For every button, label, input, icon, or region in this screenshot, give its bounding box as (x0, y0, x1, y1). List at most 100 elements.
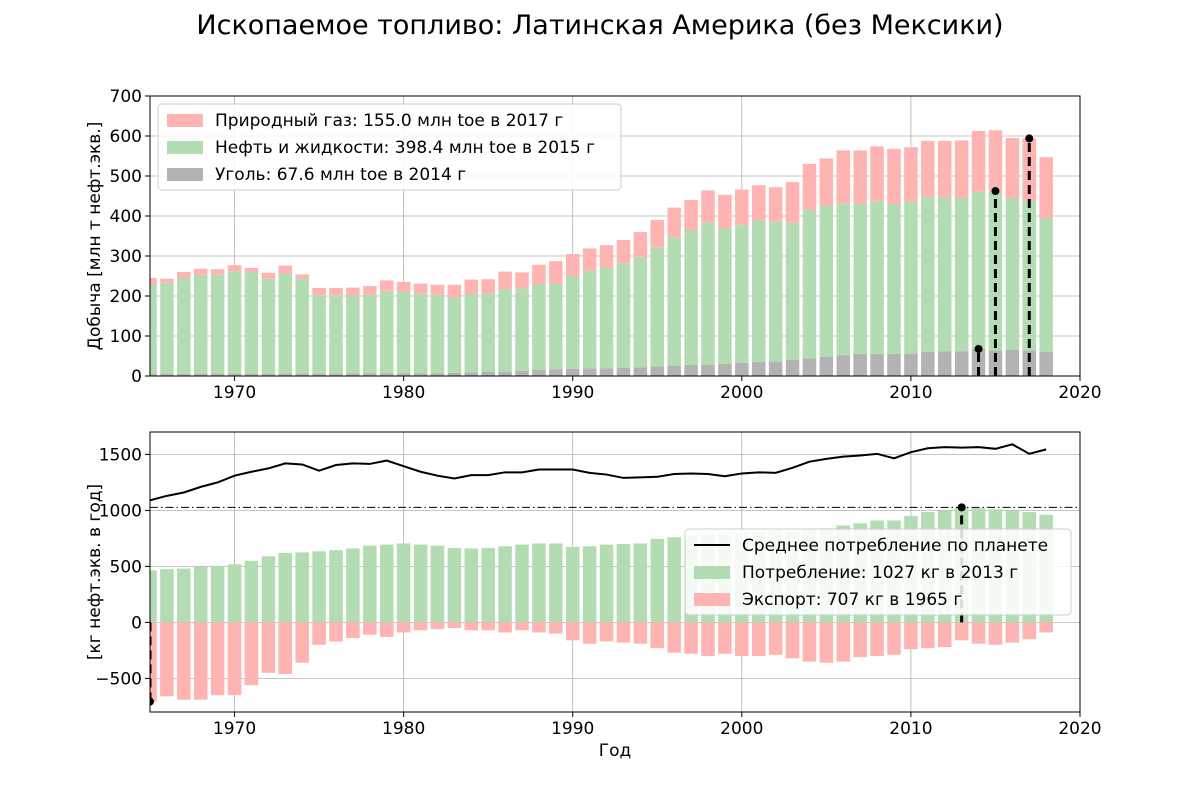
bar-series1-2005 (819, 356, 834, 376)
bar-series2-1986 (498, 622, 512, 633)
bar-series1-2017 (1022, 350, 1037, 376)
bar-series1-1978 (363, 373, 377, 376)
bar-series2-1999 (718, 228, 732, 364)
bar-series3-1993 (616, 240, 631, 264)
x-tick-label: 2000 (720, 719, 763, 739)
bar-series1-2013 (954, 351, 969, 376)
bar-series2-1998 (701, 622, 715, 656)
legend-label-1: Природный газ: 155.0 млн toe в 2017 г (215, 111, 563, 131)
bar-series1-1987 (515, 544, 529, 623)
bar-series2-1966 (160, 622, 174, 697)
bar-series2-1978 (363, 294, 377, 374)
bar-series3-2004 (802, 164, 817, 210)
y-tick-label: 700 (110, 87, 142, 107)
bar-series1-2018 (1039, 352, 1053, 376)
bar-series2-1971 (244, 622, 259, 686)
bar-series2-1984 (464, 294, 479, 373)
bar-series2-2016 (1005, 198, 1020, 350)
bar-series1-1980 (396, 543, 411, 623)
bar-series2-2016 (1005, 622, 1020, 643)
bar-series2-1982 (430, 622, 445, 630)
bar-series2-2003 (785, 222, 800, 360)
marker-dot-2 (991, 187, 1000, 196)
bar-series1-1982 (430, 373, 445, 376)
bar-series2-2015 (988, 622, 1003, 645)
bar-series1-1974 (295, 552, 309, 623)
bar-series3-2014 (971, 130, 986, 192)
bar-series2-1994 (633, 256, 648, 368)
bar-series2-1988 (532, 622, 546, 633)
bar-series3-1986 (498, 271, 512, 290)
bar-series3-2005 (819, 158, 834, 206)
legend-label-2: Нефть и жидкости: 398.4 млн toe в 2015 г (215, 138, 595, 158)
bar-series1-1974 (295, 373, 309, 376)
bar-series2-2003 (785, 622, 800, 659)
bar-series2-2006 (836, 203, 851, 356)
bar-series3-1991 (582, 248, 597, 271)
bar-series2-2012 (937, 622, 952, 648)
marker-dot-1 (974, 344, 983, 353)
bar-series1-1991 (582, 546, 597, 623)
bar-series2-2018 (1039, 622, 1053, 633)
bar-series2-1993 (616, 263, 631, 368)
y-tick-label: 400 (110, 207, 142, 227)
bar-series3-1977 (346, 287, 360, 296)
bar-series3-2000 (735, 189, 749, 225)
bar-series2-1976 (329, 622, 343, 642)
bar-series2-1966 (160, 282, 174, 374)
x-tick-label: 1980 (382, 383, 425, 403)
bar-series2-1986 (498, 289, 512, 372)
bar-series2-1997 (684, 622, 698, 654)
bar-series2-1968 (193, 274, 208, 374)
bar-series3-1997 (684, 200, 698, 230)
bar-series2-1982 (430, 294, 445, 374)
bar-series2-1979 (379, 290, 394, 374)
bar-series1-1972 (261, 556, 276, 623)
bar-series1-1995 (650, 366, 665, 376)
bar-series2-1974 (295, 278, 309, 374)
bar-series2-1990 (565, 622, 580, 641)
bar-series2-1984 (464, 622, 479, 631)
bar-series3-1994 (633, 232, 648, 257)
bar-series3-1998 (701, 190, 715, 223)
bar-series1-1968 (193, 566, 208, 623)
bar-series1-1970 (227, 564, 242, 623)
marker-dot-2 (150, 697, 154, 706)
bar-series3-1968 (193, 268, 208, 275)
bar-series2-1998 (701, 222, 715, 365)
bar-series2-1970 (227, 271, 242, 374)
bar-series3-1985 (481, 279, 495, 294)
axes-frame (149, 95, 1081, 377)
bar-series2-1973 (278, 273, 293, 374)
bar-series1-1983 (447, 372, 462, 376)
bar-series3-2010 (904, 147, 918, 202)
bar-series2-1967 (177, 622, 191, 700)
bar-series1-1994 (633, 367, 648, 376)
bar-series2-1971 (244, 272, 259, 374)
bar-series2-2014 (971, 622, 986, 644)
bar-series3-2015 (988, 130, 1003, 192)
bar-series1-2010 (904, 354, 918, 376)
bar-series1-1967 (177, 374, 191, 376)
plot-area (150, 130, 1053, 376)
bar-series2-1993 (616, 622, 631, 643)
bar-series2-2012 (937, 197, 952, 352)
bar-series1-2016 (1005, 350, 1020, 376)
x-axis-label: Год (599, 741, 632, 761)
bar-series1-2012 (937, 351, 952, 376)
bar-series1-1998 (701, 364, 715, 376)
bar-series2-1983 (447, 297, 462, 373)
bar-series2-2005 (819, 205, 834, 357)
y-tick-label: 500 (110, 557, 142, 577)
bar-series3-1987 (515, 272, 529, 289)
bar-series1-1984 (464, 372, 479, 376)
bar-series2-1996 (667, 237, 681, 366)
bar-series2-2011 (921, 196, 935, 352)
bar-series1-1965 (150, 570, 157, 623)
bar-series3-2001 (751, 185, 766, 221)
legend-swatch-2 (167, 141, 203, 154)
bar-series2-1991 (582, 622, 597, 644)
bar-series2-2009 (887, 622, 901, 655)
bar-series1-1975 (312, 551, 326, 623)
bar-series1-1989 (549, 369, 563, 376)
